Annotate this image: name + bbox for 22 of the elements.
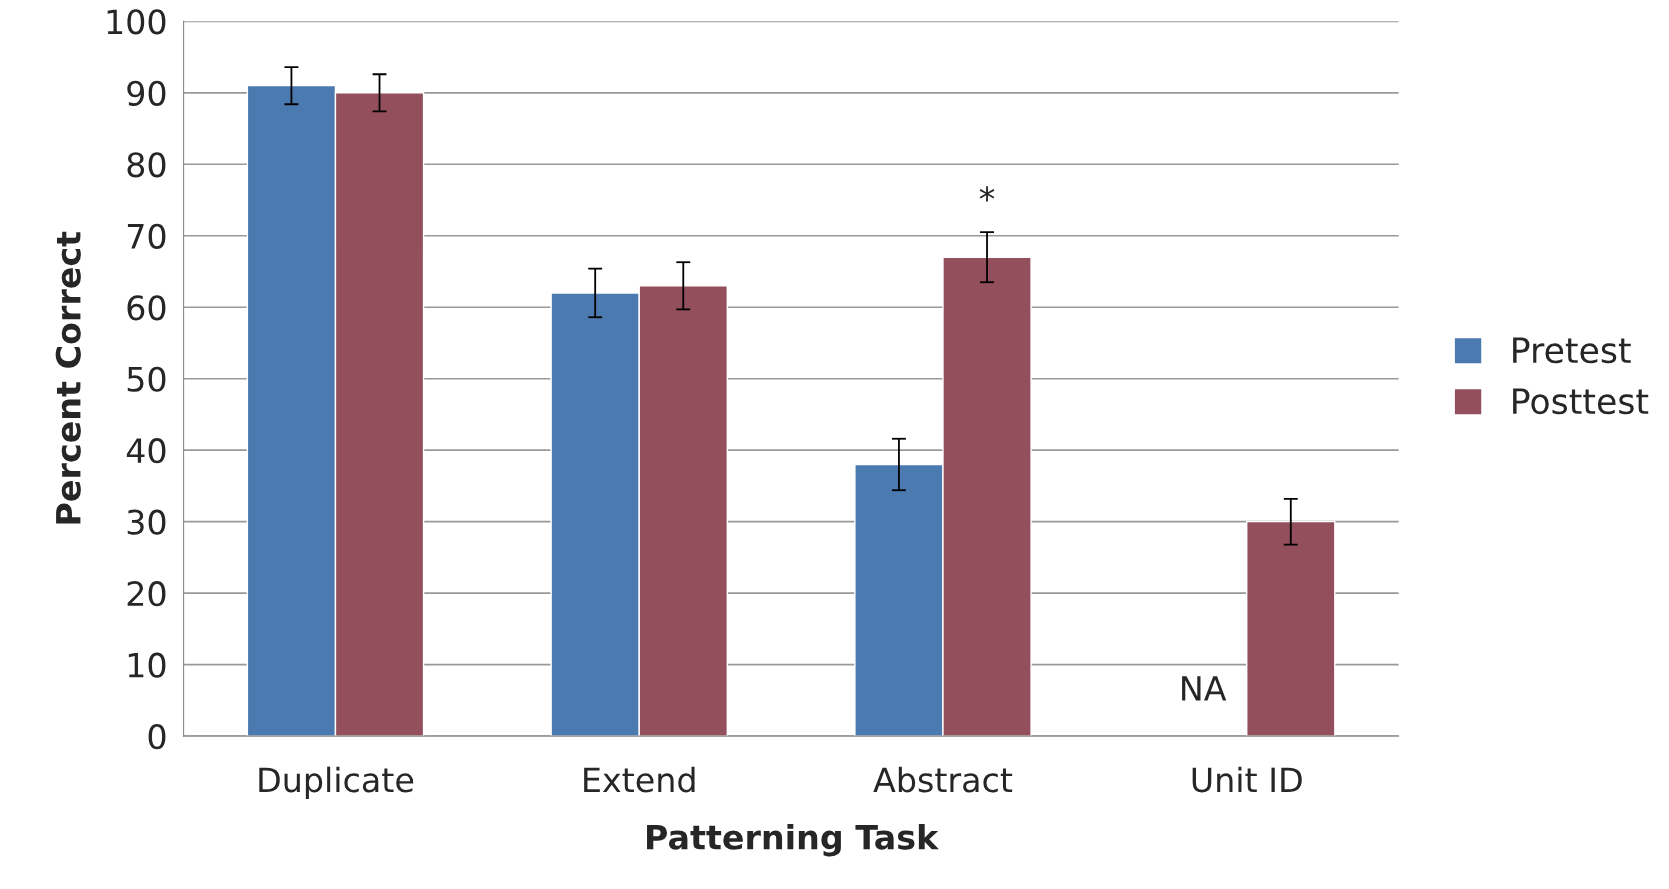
bar <box>1246 520 1336 737</box>
y-tick-label: 80 <box>127 152 166 178</box>
x-tick-label: Unit ID <box>1192 766 1302 793</box>
annotation: * <box>979 186 995 202</box>
y-tick-label: 70 <box>127 223 166 249</box>
y-tick-label: 90 <box>127 80 166 106</box>
y-tick-label: 60 <box>127 295 166 321</box>
x-axis-title: Patterning Task <box>647 823 939 857</box>
x-tick-label: Extend <box>584 766 695 793</box>
y-tick-label: 50 <box>127 366 166 392</box>
y-tick-label: 100 <box>107 9 166 35</box>
y-tick-label: 10 <box>128 652 166 678</box>
x-tick-label: Abstract <box>873 766 1013 793</box>
y-tick-label: 30 <box>127 509 166 535</box>
annotation: NA <box>1182 676 1227 701</box>
y-tick-label: 40 <box>126 438 166 464</box>
x-tick-label: Duplicate <box>259 766 414 799</box>
legend-label: Pretest <box>1513 337 1631 364</box>
y-tick-label: 20 <box>127 581 166 607</box>
y-axis-title: Percent Correct <box>55 231 81 524</box>
y-tick-label: 0 <box>148 724 166 750</box>
legend-label: Posttest <box>1513 388 1649 415</box>
